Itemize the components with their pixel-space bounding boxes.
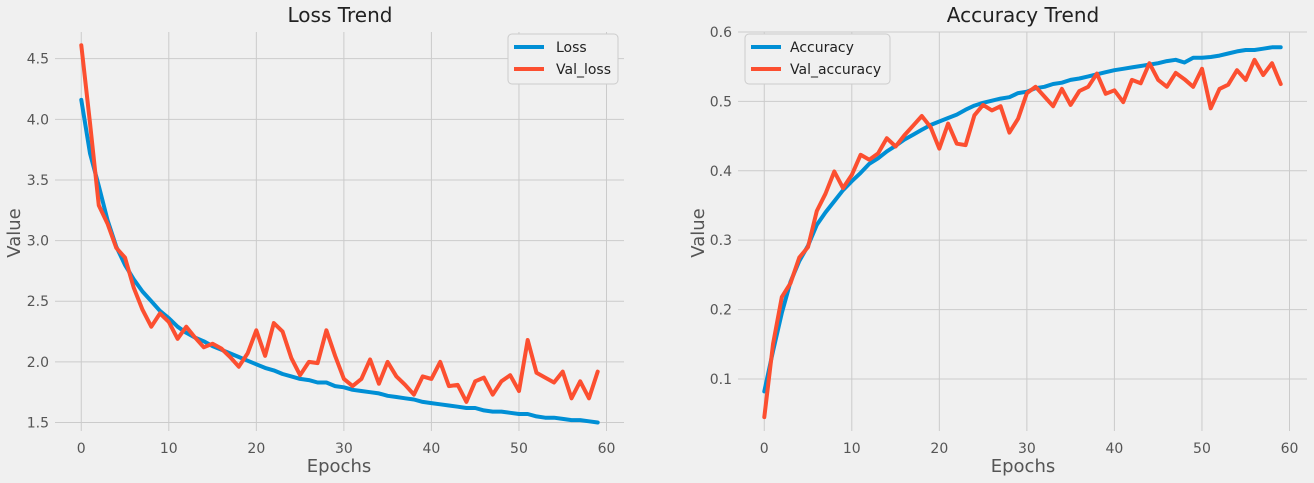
- x-tick-label: 40: [1106, 441, 1124, 457]
- series-line-val-loss: [79, 43, 600, 404]
- legend-label-val-accuracy: Val_accuracy: [790, 62, 881, 78]
- x-axis-label: Epochs: [307, 456, 372, 477]
- y-axis-label: Value: [688, 208, 709, 257]
- legend-label-loss: Loss: [556, 40, 587, 56]
- y-tick-label: 2.0: [27, 355, 49, 371]
- y-tick-label: 4.0: [27, 112, 49, 128]
- chart-title: Accuracy Trend: [947, 3, 1099, 27]
- y-tick-label: 3.0: [27, 234, 49, 250]
- legend-label-accuracy: Accuracy: [790, 40, 854, 56]
- grid: [738, 31, 1307, 431]
- x-tick-label: 0: [77, 441, 86, 457]
- grid: [55, 32, 624, 431]
- x-tick-label: 40: [423, 441, 441, 457]
- series-line-loss: [79, 97, 600, 425]
- chart-title: Loss Trend: [288, 3, 393, 27]
- y-tick-label: 3.5: [27, 173, 49, 189]
- series-line-val-accuracy: [762, 57, 1283, 420]
- x-tick-label: 10: [160, 441, 178, 457]
- x-tick-label: 60: [1281, 441, 1299, 457]
- series-line-accuracy: [762, 45, 1283, 394]
- tick-labels: 0 10 20 30 40 50 60 1.5 2.0 2.5 3.0 3.5 4.0 4.5: [27, 52, 616, 457]
- loss-trend-chart: Loss Trend 0 10 20 30 40 50 60 1.5 2.0 2.5 3.0 3.5 4…: [4, 3, 624, 477]
- legend: Loss Val_loss: [507, 33, 619, 85]
- legend-label-val-loss: Val_loss: [556, 62, 611, 78]
- x-tick-label: 30: [1018, 441, 1036, 457]
- series-lines: [79, 43, 600, 425]
- x-tick-label: 0: [760, 441, 769, 457]
- y-tick-label: 4.5: [27, 52, 49, 68]
- x-tick-label: 20: [247, 441, 265, 457]
- y-tick-label: 0.3: [710, 233, 732, 249]
- x-tick-label: 10: [843, 441, 861, 457]
- y-tick-label: 0.2: [710, 303, 732, 319]
- series-lines: [762, 45, 1283, 420]
- legend: Accuracy Val_accuracy: [744, 33, 891, 85]
- x-tick-label: 20: [930, 441, 948, 457]
- x-tick-label: 30: [335, 441, 353, 457]
- x-tick-label: 50: [510, 441, 528, 457]
- legend-box: [744, 33, 891, 85]
- y-tick-label: 0.6: [710, 25, 732, 41]
- accuracy-trend-chart: Accuracy Trend 0 10 20 30 40 50 60 0.1 0.2 0.3 0.4…: [688, 3, 1307, 477]
- y-tick-label: 1.5: [27, 416, 49, 432]
- y-tick-label: 0.4: [710, 164, 732, 180]
- y-tick-label: 0.5: [710, 94, 732, 110]
- x-axis-label: Epochs: [991, 456, 1056, 477]
- x-tick-label: 50: [1193, 441, 1211, 457]
- y-tick-label: 0.1: [710, 372, 732, 388]
- y-axis-label: Value: [4, 208, 25, 257]
- x-tick-label: 60: [598, 441, 616, 457]
- tick-labels: 0 10 20 30 40 50 60 0.1 0.2 0.3 0.4 0.5 0.6: [710, 25, 1299, 457]
- y-tick-label: 2.5: [27, 294, 49, 310]
